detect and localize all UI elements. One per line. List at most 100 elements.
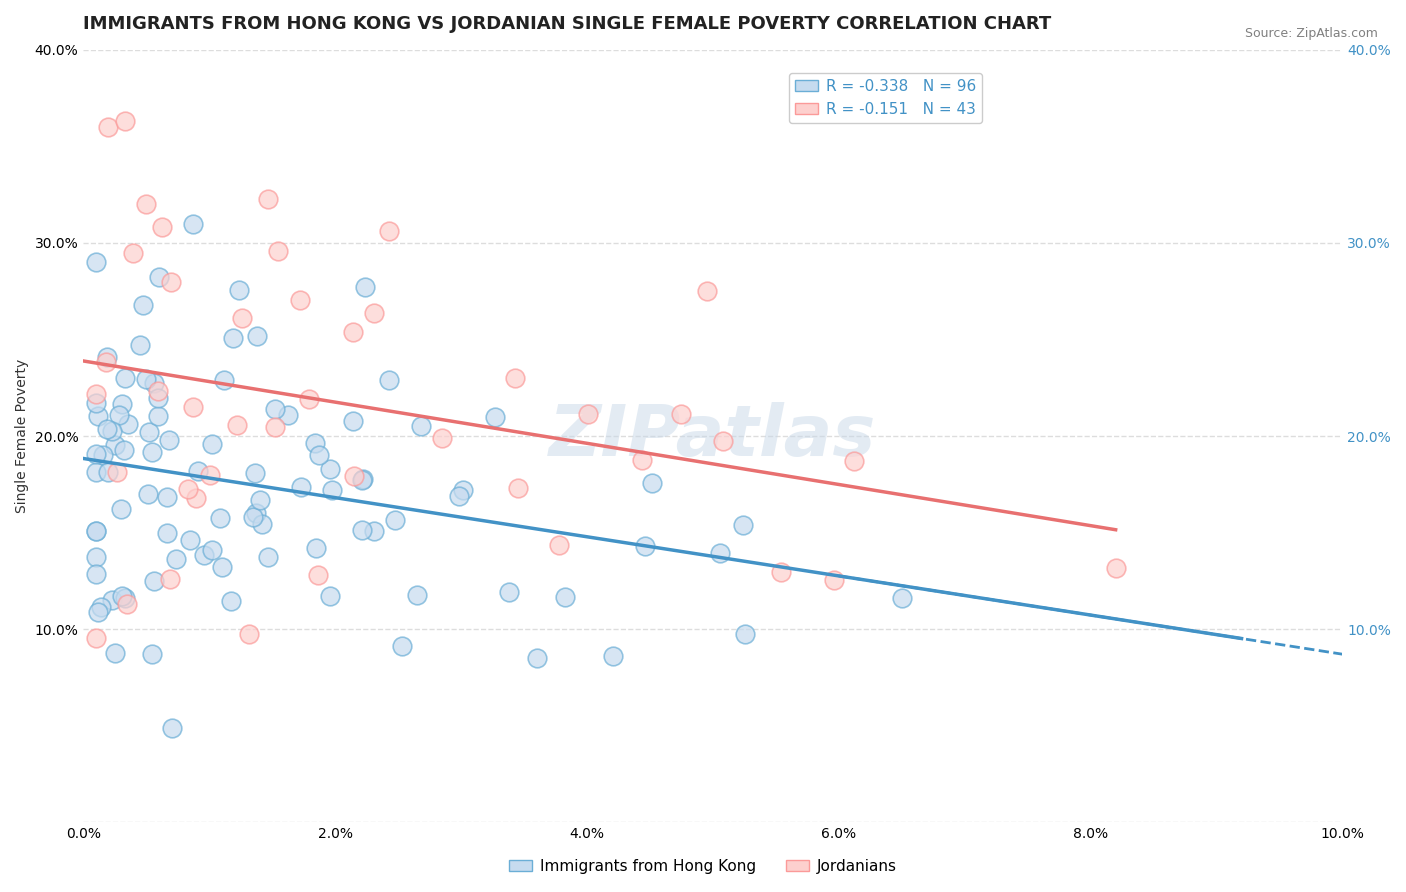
Immigrants from Hong Kong [641, 475, 664, 490]
Immigrants from Hong Kong [146, 391, 169, 405]
Immigrants from Hong Kong [114, 442, 136, 457]
Immigrants from Hong Kong [554, 591, 576, 605]
Immigrants from Hong Kong [201, 437, 224, 451]
Immigrants from Hong Kong [84, 524, 107, 539]
Immigrants from Hong Kong [132, 298, 155, 312]
Immigrants from Hong Kong [135, 372, 157, 386]
Immigrants from Hong Kong [378, 373, 401, 387]
Jordanians [630, 453, 652, 467]
Jordanians [117, 597, 139, 611]
Immigrants from Hong Kong [104, 646, 127, 660]
Jordanians [183, 400, 205, 414]
Jordanians [114, 114, 136, 128]
Immigrants from Hong Kong [319, 462, 342, 476]
Immigrants from Hong Kong [409, 418, 432, 433]
Jordanians [298, 392, 321, 407]
Immigrants from Hong Kong [179, 533, 201, 547]
Immigrants from Hong Kong [222, 331, 245, 345]
Jordanians [823, 574, 845, 588]
Immigrants from Hong Kong [219, 594, 242, 608]
Jordanians [307, 568, 329, 582]
Jordanians [696, 284, 718, 298]
Immigrants from Hong Kong [148, 269, 170, 284]
Immigrants from Hong Kong [363, 524, 385, 538]
Immigrants from Hong Kong [304, 436, 326, 450]
Immigrants from Hong Kong [96, 422, 118, 436]
Immigrants from Hong Kong [354, 280, 377, 294]
Immigrants from Hong Kong [136, 487, 159, 501]
Immigrants from Hong Kong [84, 524, 107, 538]
Jordanians [238, 627, 260, 641]
Immigrants from Hong Kong [352, 472, 374, 486]
Jordanians [160, 275, 183, 289]
Immigrants from Hong Kong [734, 627, 756, 641]
Jordanians [146, 384, 169, 399]
Jordanians [150, 219, 173, 234]
Immigrants from Hong Kong [890, 591, 912, 605]
Immigrants from Hong Kong [245, 467, 267, 481]
Immigrants from Hong Kong [84, 447, 107, 461]
Immigrants from Hong Kong [165, 552, 187, 566]
Immigrants from Hong Kong [484, 409, 506, 424]
Immigrants from Hong Kong [193, 548, 215, 562]
Immigrants from Hong Kong [156, 490, 179, 504]
Immigrants from Hong Kong [201, 542, 224, 557]
Immigrants from Hong Kong [84, 549, 107, 564]
Jordanians [711, 434, 734, 448]
Immigrants from Hong Kong [277, 408, 299, 422]
Jordanians [97, 120, 120, 134]
Jordanians [288, 293, 311, 308]
Jordanians [135, 197, 157, 211]
Immigrants from Hong Kong [87, 409, 110, 424]
Immigrants from Hong Kong [181, 217, 204, 231]
Text: ZIPatlas: ZIPatlas [550, 401, 876, 471]
Immigrants from Hong Kong [242, 510, 264, 524]
Jordanians [231, 311, 253, 326]
Jordanians [226, 418, 249, 433]
Jordanians [256, 193, 278, 207]
Jordanians [378, 224, 401, 238]
Immigrants from Hong Kong [350, 473, 373, 487]
Jordanians [177, 482, 200, 496]
Immigrants from Hong Kong [141, 647, 163, 661]
Immigrants from Hong Kong [101, 424, 124, 438]
Immigrants from Hong Kong [117, 417, 139, 432]
Immigrants from Hong Kong [142, 376, 165, 391]
Legend: R = -0.338   N = 96, R = -0.151   N = 43: R = -0.338 N = 96, R = -0.151 N = 43 [789, 73, 983, 123]
Jordanians [198, 468, 221, 483]
Immigrants from Hong Kong [526, 651, 548, 665]
Immigrants from Hong Kong [350, 523, 373, 537]
Jordanians [669, 407, 692, 421]
Immigrants from Hong Kong [384, 513, 406, 527]
Jordanians [503, 371, 526, 385]
Immigrants from Hong Kong [128, 338, 150, 352]
Jordanians [267, 244, 290, 258]
Immigrants from Hong Kong [391, 639, 413, 653]
Jordanians [84, 386, 107, 401]
Immigrants from Hong Kong [91, 448, 114, 462]
Immigrants from Hong Kong [107, 408, 129, 422]
Immigrants from Hong Kong [228, 283, 250, 297]
Immigrants from Hong Kong [305, 541, 328, 555]
Immigrants from Hong Kong [114, 371, 136, 385]
Text: IMMIGRANTS FROM HONG KONG VS JORDANIAN SINGLE FEMALE POVERTY CORRELATION CHART: IMMIGRANTS FROM HONG KONG VS JORDANIAN S… [83, 15, 1052, 33]
Jordanians [547, 538, 569, 552]
Immigrants from Hong Kong [208, 511, 231, 525]
Y-axis label: Single Female Poverty: Single Female Poverty [15, 359, 30, 513]
Immigrants from Hong Kong [142, 574, 165, 589]
Immigrants from Hong Kong [245, 506, 267, 520]
Immigrants from Hong Kong [319, 589, 342, 603]
Immigrants from Hong Kong [138, 425, 160, 439]
Immigrants from Hong Kong [246, 329, 269, 343]
Jordanians [84, 631, 107, 645]
Immigrants from Hong Kong [731, 518, 754, 533]
Immigrants from Hong Kong [290, 480, 312, 494]
Immigrants from Hong Kong [114, 591, 136, 605]
Jordanians [1104, 561, 1126, 575]
Immigrants from Hong Kong [498, 585, 520, 599]
Immigrants from Hong Kong [141, 445, 163, 459]
Immigrants from Hong Kong [634, 539, 657, 553]
Jordanians [506, 481, 529, 495]
Immigrants from Hong Kong [264, 401, 287, 416]
Jordanians [107, 466, 129, 480]
